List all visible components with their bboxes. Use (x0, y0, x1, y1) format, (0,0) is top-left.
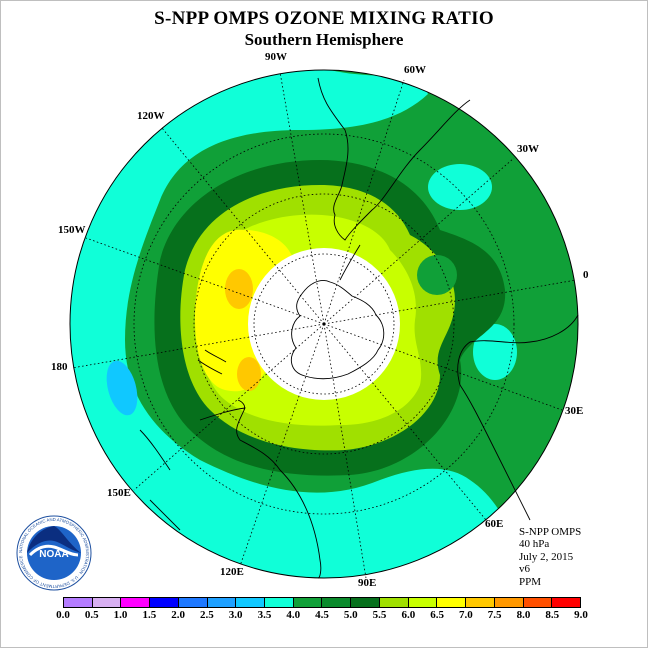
map-boundary (69, 69, 579, 579)
colorbar-segment (494, 598, 524, 607)
colorbar-segment (265, 598, 294, 607)
colorbar-segment (408, 598, 438, 607)
info-product: S-NPP OMPS (519, 526, 582, 538)
colorbar-segment (92, 598, 122, 607)
colorbar-segment (523, 598, 553, 607)
ozone-contour-field (70, 70, 578, 578)
colorbar-tick-label: 5.0 (343, 609, 358, 621)
colorbar-tick-label: 9.0 (574, 609, 588, 621)
colorbar-tick-label: 4.0 (286, 609, 301, 621)
colorbar-tick-label: 5.5 (372, 609, 387, 621)
south-pole-dot (322, 322, 326, 326)
map-title: S-NPP OMPS OZONE MIXING RATIO (154, 8, 494, 29)
colorbar-segment (351, 598, 380, 607)
meridian-180 (71, 323, 325, 369)
colorbar-tick-label: 7.5 (487, 609, 502, 621)
lon-label-0: 0 (583, 269, 589, 281)
coast-antarctic-peninsula (339, 244, 361, 281)
colorbar-segment (552, 598, 580, 607)
colorbar-tick-label: 0.0 (56, 609, 70, 621)
meridian-90e (323, 323, 367, 579)
lon-label-150w: 150W (58, 224, 86, 236)
coast-antarctica (290, 279, 385, 380)
lon-label-120e: 120E (220, 566, 244, 578)
field-blob-3.5-southatlantic (428, 164, 492, 210)
latitude-circle-mid (193, 193, 455, 455)
colorbar-tick-label: 6.5 (430, 609, 444, 621)
colorbar-segment (322, 598, 352, 607)
field-blob-6.5-b (237, 357, 261, 391)
colorbar-tick-label: 0.5 (84, 609, 99, 621)
latitude-circle-inner (253, 253, 395, 395)
colorbar-tick-label: 2.0 (171, 609, 185, 621)
latitude-circle-outer (133, 133, 515, 515)
colorbar-segment (207, 598, 237, 607)
field-blob-6.5-a (225, 269, 253, 309)
info-date: July 2, 2015 (519, 550, 574, 563)
colorbar-segment (293, 598, 323, 607)
noaa-logo-text: NOAA (39, 549, 68, 560)
coastlines (139, 77, 579, 579)
colorbar-tick-label: 8.0 (516, 609, 531, 621)
colorbar-tick-label: 1.0 (113, 609, 128, 621)
info-units: PPM (519, 575, 542, 588)
coast-africa (457, 314, 579, 521)
graticule (71, 71, 577, 579)
colorbar-tick-label: 7.0 (459, 609, 473, 621)
colorbar (63, 597, 581, 608)
coast-new-zealand (197, 349, 227, 375)
colorbar-segment (236, 598, 266, 607)
field-blob-3.0 (106, 360, 138, 416)
colorbar-tick-label: 1.5 (142, 609, 157, 621)
colorbar-segment (150, 598, 179, 607)
lon-label-60e: 60E (485, 518, 504, 530)
colorbar-ticks: 0.0 0.5 1.0 1.5 2.0 2.5 3.0 3.5 4.0 4.5 5.0 5.5 6.0 6… (0, 609, 648, 623)
colorbar-tick-label: 3.0 (228, 609, 243, 621)
lon-label-60w: 60W (404, 64, 426, 76)
lon-label-150e: 150E (107, 487, 131, 499)
coast-australia (199, 407, 322, 579)
lon-label-30w: 30W (517, 143, 539, 155)
colorbar-tick-label: 4.5 (315, 609, 329, 621)
lon-label-30e: 30E (565, 405, 584, 417)
colorbar-segment (178, 598, 208, 607)
info-level: 40 hPa (519, 538, 550, 551)
lon-label-90e: 90E (358, 577, 377, 589)
colorbar-segment (121, 598, 151, 607)
field-blob-3.5-east (473, 324, 517, 380)
noaa-logo: NOAA NATIONAL OCEANIC AND ATMOSPHERIC AD… (16, 515, 92, 591)
colorbar-segment (437, 598, 467, 607)
meridian-0 (323, 279, 577, 325)
colorbar-segment (466, 598, 495, 607)
lon-label-120w: 120W (137, 110, 165, 122)
field-blob-4.0-east (417, 255, 457, 295)
meridian-60w (323, 79, 405, 325)
colorbar-tick-label: 2.5 (200, 609, 214, 621)
meridian-120e (239, 323, 325, 567)
colorbar-tick-label: 8.5 (545, 609, 560, 621)
lon-label-180: 180 (51, 361, 68, 373)
coast-tasmania (237, 399, 246, 411)
colorbar-segment (64, 598, 93, 607)
coast-indonesia (139, 429, 181, 531)
colorbar-tick-label: 6.0 (401, 609, 416, 621)
field-band-3.5-west (70, 70, 520, 578)
colorbar-tick-label: 3.5 (257, 609, 272, 621)
info-version: v6 (519, 563, 530, 576)
info-block: S-NPP OMPS 40 hPa July 2, 2015 v6 PPM (519, 526, 581, 588)
colorbar-segment (379, 598, 409, 607)
meridian-90w (279, 71, 325, 325)
map-subtitle: Southern Hemisphere (244, 30, 404, 49)
lon-label-90w: 90W (265, 51, 287, 63)
coast-south-america (317, 77, 471, 241)
